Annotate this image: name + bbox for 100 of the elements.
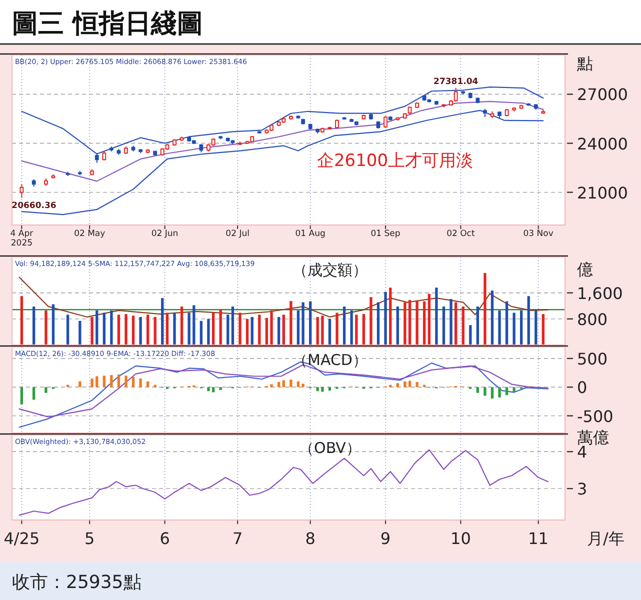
x-tick-label: 01 Aug [295,229,326,239]
annotation: 企26100上才可用淡 [316,151,474,171]
bar [78,381,82,388]
bar [408,380,412,388]
x-tick-label: 02 Jul [226,229,250,239]
bar [428,294,431,345]
bar [336,312,338,345]
bar [219,387,222,390]
x-tick-label: 02 Jun [151,229,178,239]
bar [78,320,82,345]
bar [207,318,210,345]
annotation: 27381.04 [434,77,478,87]
y-tick-label: -500 [577,406,614,426]
x-tick-label: 7 [232,529,243,548]
bar [396,383,399,388]
bar [520,310,523,345]
bar [180,306,184,345]
bar [102,312,106,345]
bar [505,301,508,345]
bar [90,378,94,388]
bar [484,387,486,396]
x-tick-label: 10 [450,529,471,548]
bar [505,387,508,396]
bar [435,288,438,345]
bar [20,387,24,404]
y-tick-label: 21000 [577,183,628,202]
y-tick-label: 3 [577,480,588,499]
y-tick-label: 1,600 [577,284,623,303]
bar [207,387,210,392]
bar [154,316,156,345]
bar [527,296,530,345]
bar [200,320,203,345]
bar [52,304,55,345]
bar [110,310,113,345]
bar [166,312,169,345]
bar [490,387,494,399]
bar [192,305,196,345]
bar [328,318,332,345]
bar [355,314,358,345]
y-tick-label: 27000 [577,85,628,104]
chart-title: （成交額） [292,261,368,279]
x-axis-title: 月/年 [587,529,624,548]
bar [110,375,113,388]
y-axis-title: 點 [576,54,593,73]
bar [469,325,472,345]
bar [370,297,372,345]
bar [384,292,387,345]
bar [296,381,300,388]
bar [328,387,332,391]
bar [476,387,480,393]
y-axis-title: 萬億 [577,428,609,447]
bar [124,314,128,345]
bar [32,387,36,400]
x-tick-label: 11 [528,529,548,548]
bar [146,314,150,345]
x-tick-label: 5 [84,529,95,548]
y-tick-label: 800 [577,310,608,329]
bar [442,306,446,345]
bar [270,384,273,388]
bar [219,310,222,345]
bar [450,299,452,345]
bar [302,302,304,345]
bar [212,312,215,345]
bar [342,306,346,345]
bar [146,381,150,388]
bar [404,302,406,345]
bar [277,382,280,388]
bar [132,376,135,388]
bar [117,314,120,345]
bar [308,301,312,345]
line-series [21,100,544,182]
bar [321,387,324,392]
bar [512,387,516,392]
bar [124,376,128,388]
bar [90,316,94,345]
bar [490,290,494,345]
bar [226,314,230,345]
x-tick-label: 9 [380,529,391,548]
bar [188,312,190,345]
bar [250,316,254,345]
bar [376,302,380,345]
bar [173,312,176,345]
bar [96,310,98,345]
x-tick-label: 4/25 [4,529,40,548]
x-tick-label: 8 [305,529,316,548]
bar [246,318,249,345]
bar [512,312,516,345]
y-tick-label: 24000 [577,134,628,154]
bar [498,387,501,398]
bar [117,374,120,388]
chart-title: （OBV） [299,439,361,457]
bar [44,387,48,393]
y-axis-title: 億 [577,260,593,279]
bar [132,316,135,345]
bar [534,310,538,345]
y-tick-label: 500 [577,349,608,368]
bar [290,380,292,388]
bar [139,316,142,345]
x-tick-label: 01 Sep [370,229,400,239]
bar [484,272,486,345]
